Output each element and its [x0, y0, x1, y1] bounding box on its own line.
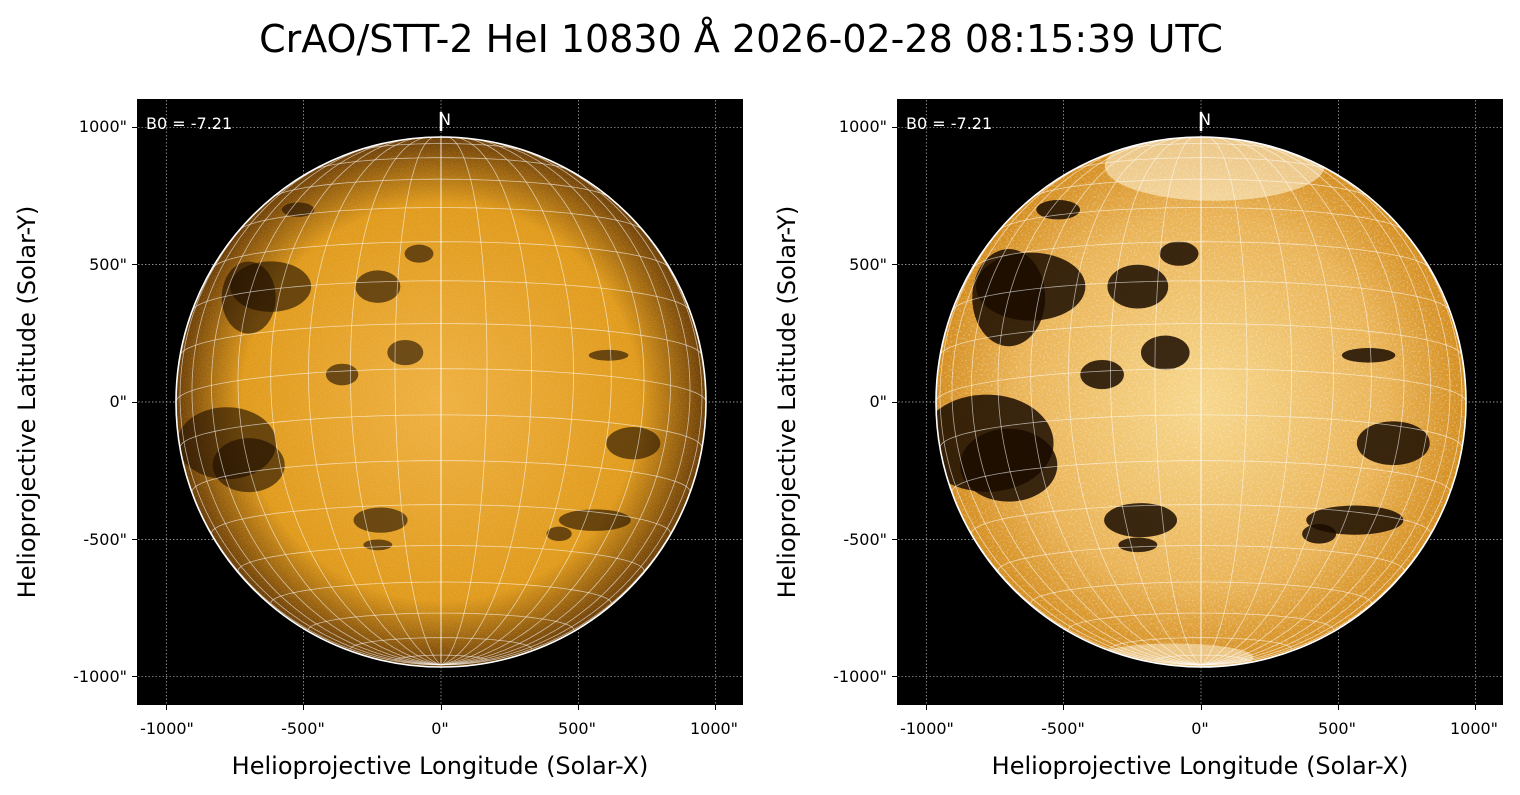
x-tick-label: 0": [1191, 719, 1209, 738]
filament-feature: [355, 270, 401, 303]
x-tick-label: 1000": [689, 719, 739, 738]
y-tick-label: -1000": [833, 667, 887, 686]
x-tick-label: 1000": [1449, 719, 1499, 738]
filament-feature: [1080, 359, 1124, 390]
north-marker-label: N: [439, 110, 451, 129]
y-tick-label: 500": [849, 255, 887, 274]
axis-tick: [892, 676, 897, 678]
axis-tick: [1475, 705, 1477, 710]
filament-feature: [1118, 537, 1158, 553]
x-axis-label: Helioprojective Longitude (Solar-X): [231, 752, 649, 780]
filament-feature: [588, 349, 629, 361]
filament-feature: [546, 526, 572, 542]
solar-disk-image-enhanced: [898, 100, 1502, 704]
axis-tick: [303, 705, 305, 710]
filament-feature: [281, 202, 315, 217]
axis-tick: [892, 538, 897, 540]
axis-tick: [132, 401, 137, 403]
filament-feature: [1302, 524, 1337, 544]
x-tick-label: -500": [281, 719, 325, 738]
y-tick-label: -500": [843, 530, 887, 549]
x-tick-label: 0": [431, 719, 449, 738]
y-tick-label: 500": [89, 255, 127, 274]
axis-tick: [715, 705, 717, 710]
axis-tick: [1063, 705, 1065, 710]
solar-image-panel-right[interactable]: B0 = -7.21 N: [897, 99, 1503, 705]
axis-tick: [892, 401, 897, 403]
figure-title: CrAO/STT-2 HeI 10830 Å 2026-02-28 08:15:…: [259, 17, 1223, 61]
axis-tick: [165, 705, 167, 710]
axis-tick: [892, 264, 897, 266]
filament-feature: [353, 507, 408, 533]
north-marker-label: N: [1199, 110, 1211, 129]
b0-label: B0 = -7.21: [146, 114, 233, 133]
filament-feature: [1341, 348, 1396, 363]
axis-tick: [132, 538, 137, 540]
axis-tick: [925, 705, 927, 710]
filament-feature: [1104, 503, 1178, 538]
y-tick-label: -1000": [73, 667, 127, 686]
x-tick-label: 500": [558, 719, 596, 738]
axis-tick: [892, 126, 897, 128]
heliographic-grid: [936, 137, 1466, 666]
x-tick-label: -1000": [900, 719, 954, 738]
axis-tick: [577, 705, 579, 710]
y-tick-label: 1000": [838, 117, 887, 136]
filament-feature: [1036, 199, 1081, 220]
y-axis-label: Helioprojective Latitude (Solar-Y): [13, 205, 41, 599]
filament-feature: [558, 509, 631, 531]
filament-feature: [404, 244, 434, 263]
filament-feature: [325, 363, 359, 386]
axis-tick: [440, 705, 442, 710]
filament-feature: [1356, 421, 1430, 466]
b0-label: B0 = -7.21: [906, 114, 993, 133]
heliographic-grid: [176, 137, 706, 666]
x-axis-label: Helioprojective Longitude (Solar-X): [991, 752, 1409, 780]
y-axis-label: Helioprojective Latitude (Solar-Y): [773, 205, 801, 599]
filament-feature: [1159, 241, 1199, 266]
axis-tick: [132, 264, 137, 266]
filament-feature: [387, 339, 424, 366]
x-tick-label: -1000": [140, 719, 194, 738]
y-tick-label: -500": [83, 530, 127, 549]
filament-feature: [1140, 335, 1190, 370]
x-tick-label: -500": [1041, 719, 1085, 738]
y-tick-label: 0": [869, 392, 887, 411]
limb-outline: [175, 136, 707, 668]
solar-image-panel-left[interactable]: B0 = -7.21 N: [137, 99, 743, 705]
y-tick-label: 1000": [78, 117, 127, 136]
filament-feature: [606, 427, 661, 460]
filament-feature: [363, 539, 393, 551]
axis-tick: [1200, 705, 1202, 710]
filament-feature: [1107, 264, 1169, 309]
x-tick-label: 500": [1318, 719, 1356, 738]
axis-tick: [132, 126, 137, 128]
limb-outline: [935, 136, 1467, 668]
axis-tick: [1337, 705, 1339, 710]
y-tick-label: 0": [109, 392, 127, 411]
solar-disk-image: [138, 100, 742, 704]
axis-tick: [132, 676, 137, 678]
